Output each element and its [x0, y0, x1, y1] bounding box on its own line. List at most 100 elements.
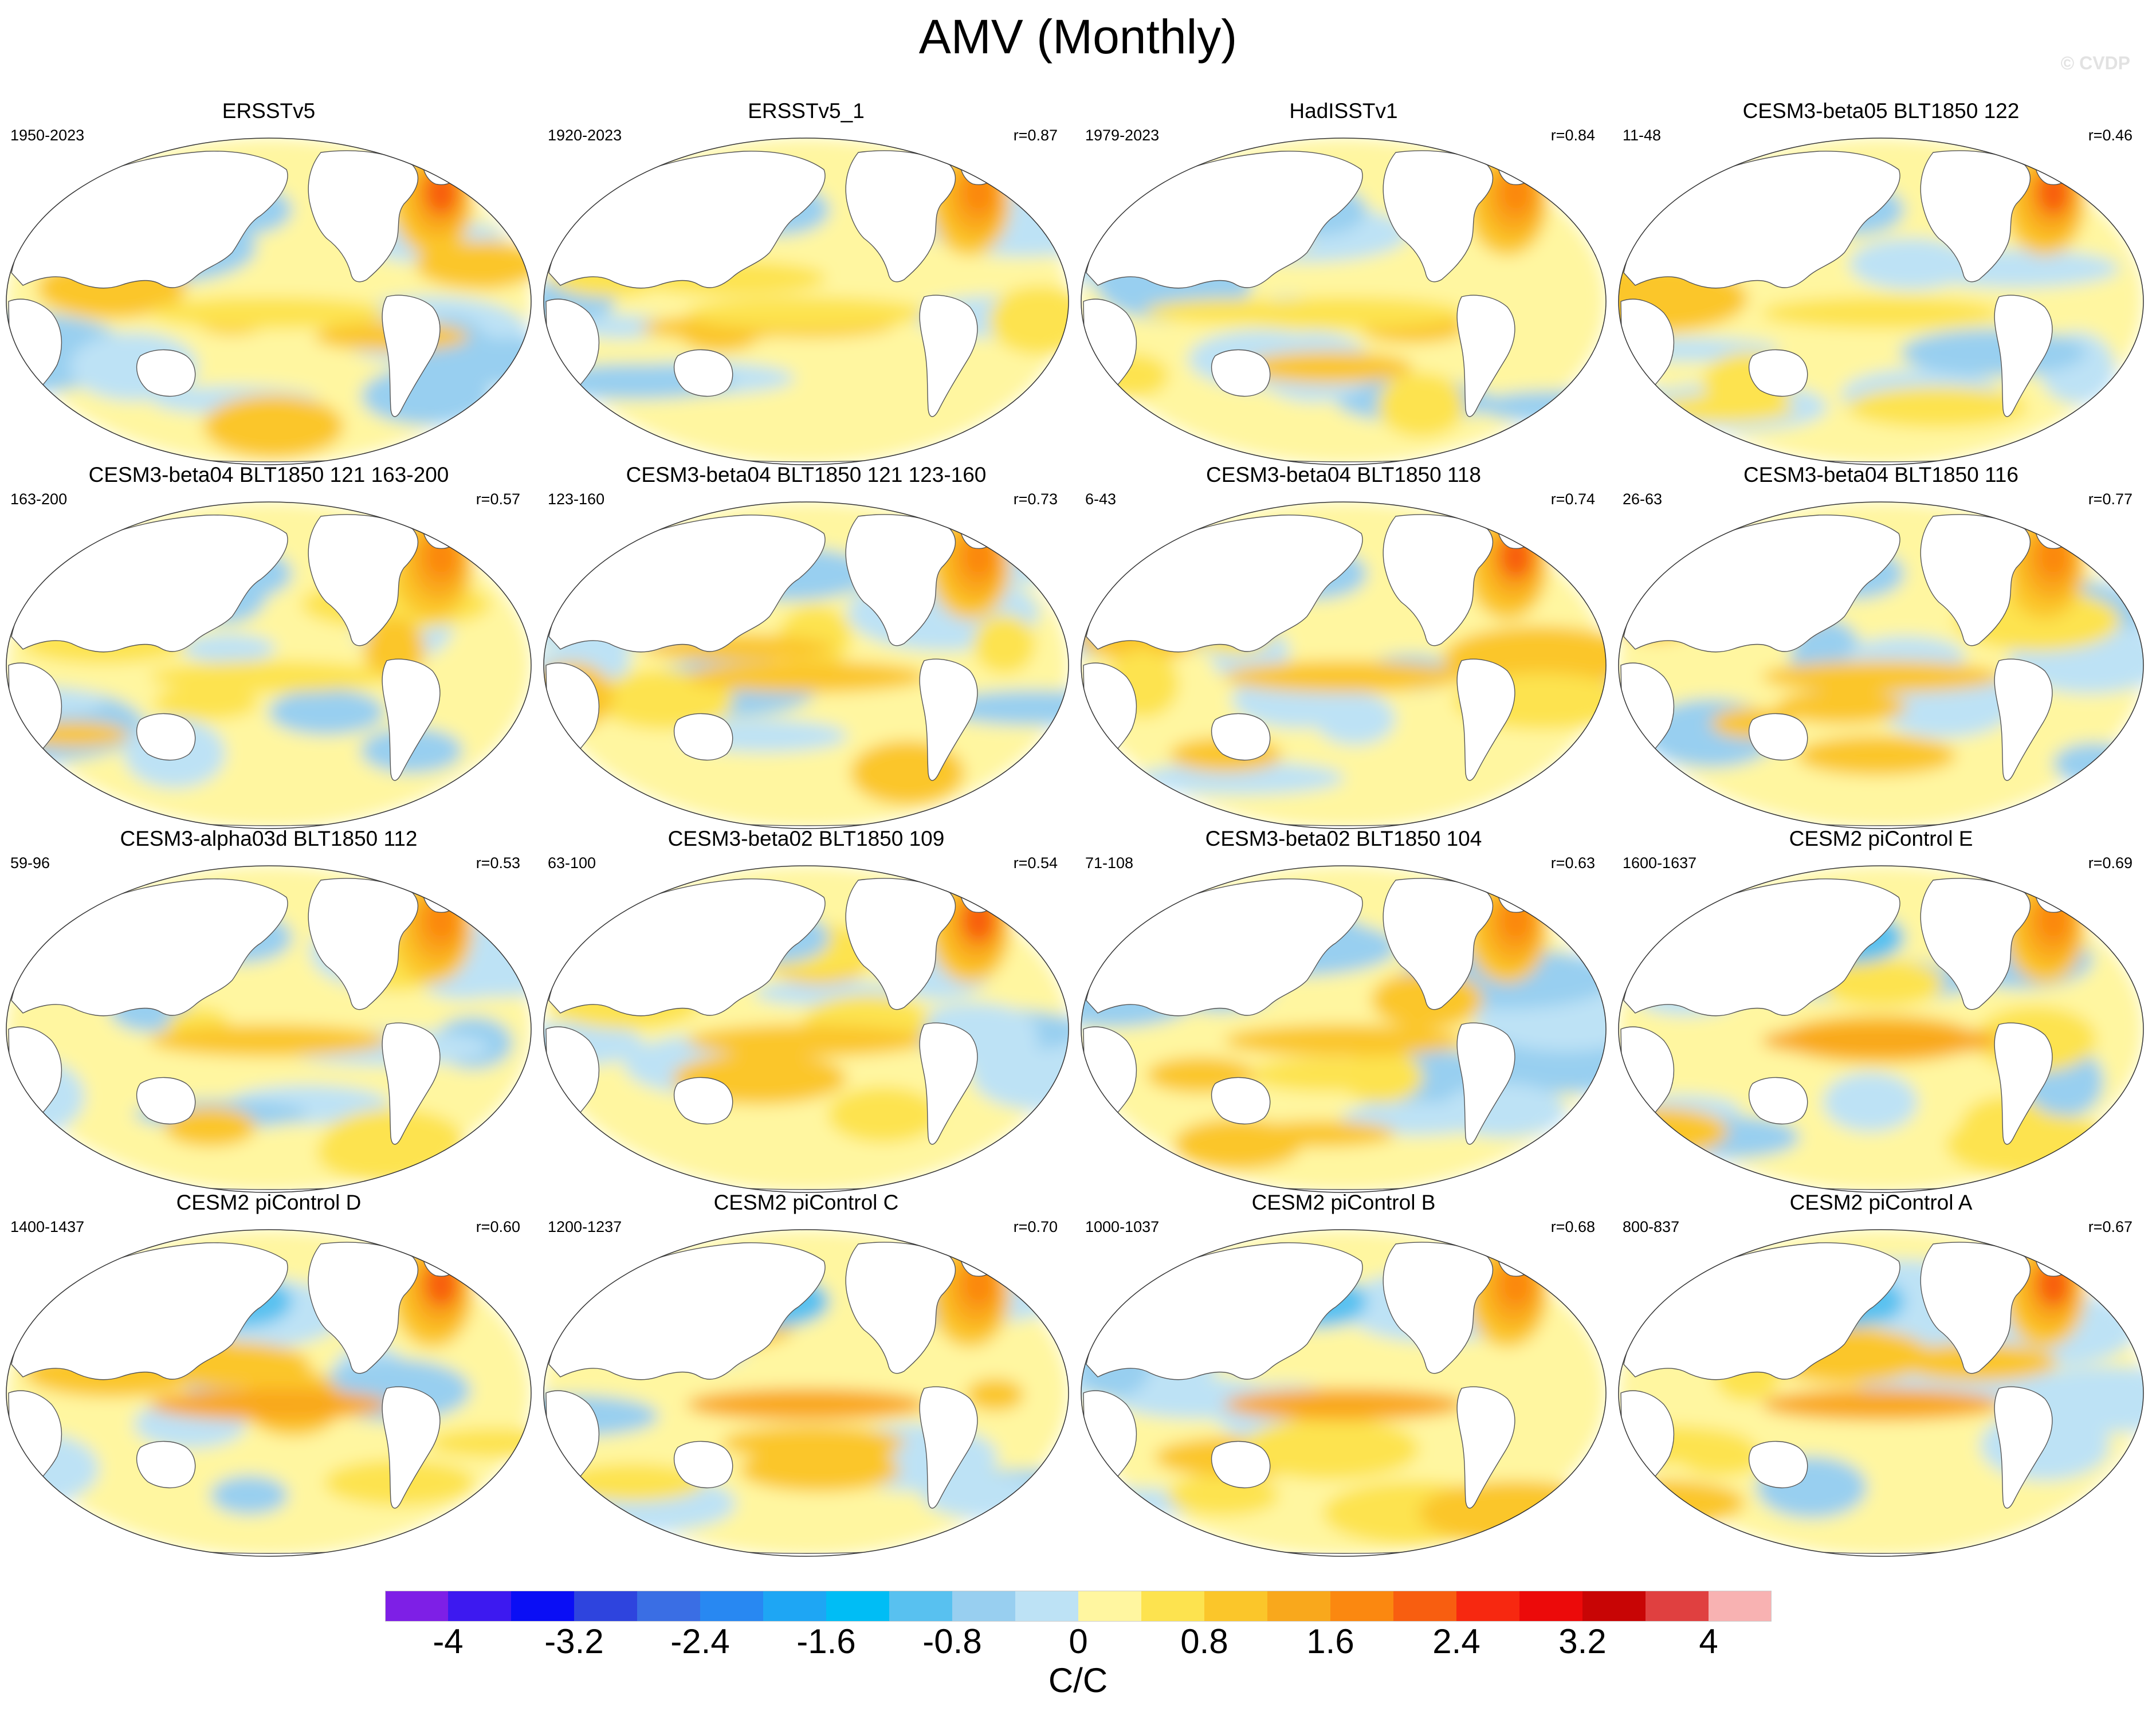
- globe-outline: [1618, 138, 2144, 465]
- panel-title: CESM3-beta02 BLT1850 104: [1205, 827, 1482, 850]
- globe-outline: [1618, 865, 2144, 1193]
- panel-title: CESM2 piControl B: [1251, 1191, 1436, 1214]
- globe-outline: [6, 501, 532, 829]
- globe-outline: [1081, 138, 1607, 465]
- sst-regression-map: [6, 1229, 532, 1557]
- panel-period: 1000-1037: [1085, 1218, 1160, 1235]
- colorbar-units: C/C: [1048, 1661, 1108, 1700]
- panel-period: 1400-1437: [10, 1218, 85, 1235]
- map-panel: CESM2 piControl A 800-837 r=0.67: [1612, 1189, 2150, 1567]
- panel-period: 1600-1637: [1623, 854, 1697, 872]
- panel-period: 1200-1237: [548, 1218, 622, 1235]
- panel-title: CESM2 piControl C: [713, 1191, 899, 1214]
- land-mask: [545, 150, 1008, 465]
- sst-regression-map: [543, 1229, 1069, 1557]
- map-panel: CESM2 piControl B 1000-1037 r=0.68: [1075, 1189, 1612, 1567]
- map-panel: CESM3-beta04 BLT1850 116 26-63 r=0.77: [1612, 461, 2150, 839]
- panel-correlation: r=0.67: [2088, 1218, 2133, 1235]
- globe-outline: [1081, 501, 1607, 829]
- panel-period: 63-100: [548, 854, 596, 872]
- colorbar-tick-label: -4: [433, 1622, 464, 1661]
- globe-outline: [6, 138, 532, 465]
- panel-correlation: r=0.87: [1013, 127, 1058, 144]
- map-panel: CESM3-beta04 BLT1850 121 123-160 123-160 r…: [537, 461, 1075, 839]
- panel-correlation: r=0.84: [1550, 127, 1595, 144]
- globe-outline: [543, 1229, 1069, 1557]
- panel-title: CESM2 piControl D: [176, 1191, 362, 1214]
- colorbar-swatch: [1141, 1591, 1205, 1622]
- colorbar-swatch: [952, 1591, 1016, 1622]
- panel-correlation: r=0.68: [1550, 1218, 1595, 1235]
- panel-correlation: r=0.54: [1013, 854, 1058, 872]
- panel-correlation: r=0.69: [2088, 854, 2133, 872]
- panel-correlation: r=0.46: [2088, 127, 2133, 144]
- map-panel: HadISSTv1 1979-2023 r=0.84: [1075, 97, 1612, 476]
- panel-title: CESM2 piControl A: [1789, 1191, 1973, 1214]
- colorbar-tick-label: 2.4: [1432, 1622, 1480, 1661]
- sst-regression-map: [1618, 501, 2144, 829]
- figure-title: AMV (Monthly): [918, 10, 1238, 64]
- colorbar-swatch: [1709, 1591, 1772, 1622]
- colorbar-tick-label: 0.8: [1180, 1622, 1228, 1661]
- sst-regression-map: [1618, 865, 2144, 1193]
- panel-title: CESM3-beta04 BLT1850 121 163-200: [88, 463, 449, 486]
- panel-period: 11-48: [1623, 127, 1662, 144]
- sst-regression-map: [543, 865, 1069, 1193]
- land-mask: [8, 1242, 471, 1556]
- colorbar-swatch: [1456, 1591, 1520, 1622]
- globe-outline: [543, 138, 1069, 465]
- land-mask: [8, 514, 471, 829]
- panel-period: 1920-2023: [548, 127, 622, 144]
- globe-outline: [1081, 865, 1607, 1193]
- panel-correlation: r=0.70: [1013, 1218, 1058, 1235]
- colorbar-swatch: [889, 1591, 953, 1622]
- globe-outline: [1081, 1229, 1607, 1557]
- colorbar-swatch: [1519, 1591, 1583, 1622]
- colorbar-swatch: [511, 1591, 575, 1622]
- colorbar-tick-label: 3.2: [1558, 1622, 1607, 1661]
- colorbar-tick-label: -3.2: [544, 1622, 604, 1661]
- map-panel: CESM3-beta05 BLT1850 122 11-48 r=0.46: [1612, 97, 2150, 476]
- panel-period: 800-837: [1623, 1218, 1680, 1235]
- panel-title: CESM3-beta05 BLT1850 122: [1742, 99, 2020, 123]
- colorbar-swatch: [700, 1591, 764, 1622]
- panel-correlation: r=0.57: [476, 490, 520, 508]
- colorbar-tick-label: 1.6: [1306, 1622, 1354, 1661]
- colorbar-swatch: [826, 1591, 890, 1622]
- panel-title: CESM3-beta04 BLT1850 118: [1206, 463, 1481, 486]
- colorbar-swatch: [1267, 1591, 1331, 1622]
- panel-title: HadISSTv1: [1289, 99, 1398, 123]
- colorbar-swatch: [1646, 1591, 1709, 1622]
- watermark: © CVDP: [2060, 53, 2130, 73]
- panel-correlation: r=0.53: [476, 854, 520, 872]
- colorbar-swatch: [1330, 1591, 1394, 1622]
- panel-title: CESM3-beta04 BLT1850 116: [1743, 463, 2018, 486]
- map-panel: CESM2 piControl C 1200-1237 r=0.70: [537, 1189, 1075, 1567]
- panel-title: CESM3-beta02 BLT1850 109: [667, 827, 945, 850]
- sst-regression-map: [1081, 1229, 1607, 1557]
- colorbar-swatch: [574, 1591, 638, 1622]
- colorbar-swatch: [448, 1591, 512, 1622]
- map-panel: CESM3-beta04 BLT1850 121 163-200 163-200 r…: [0, 461, 537, 839]
- sst-regression-map: [1081, 501, 1607, 829]
- panel-period: 123-160: [548, 490, 605, 508]
- colorbar-tick-label: -1.6: [796, 1622, 856, 1661]
- sst-regression-map: [6, 501, 532, 829]
- globe-outline: [543, 501, 1069, 829]
- panel-title: CESM2 piControl E: [1789, 827, 1973, 850]
- globe-outline: [6, 1229, 532, 1557]
- panel-period: 1979-2023: [1085, 127, 1160, 144]
- map-panel: CESM3-beta02 BLT1850 104 71-108 r=0.63: [1075, 825, 1612, 1203]
- colorbar-swatch: [1393, 1591, 1457, 1622]
- panel-period: 6-43: [1085, 490, 1117, 508]
- sst-regression-map: [1618, 138, 2144, 465]
- globe-outline: [543, 865, 1069, 1193]
- colorbar: [385, 1591, 1772, 1622]
- colorbar-swatch: [1204, 1591, 1268, 1622]
- panel-correlation: r=0.74: [1550, 490, 1595, 508]
- globe-outline: [6, 865, 532, 1193]
- panel-correlation: r=0.63: [1550, 854, 1595, 872]
- map-panel: CESM3-alpha03d BLT1850 112 59-96 r=0.53: [0, 825, 537, 1203]
- sst-regression-map: [6, 138, 532, 465]
- map-panel: CESM2 piControl D 1400-1437 r=0.60: [0, 1189, 537, 1567]
